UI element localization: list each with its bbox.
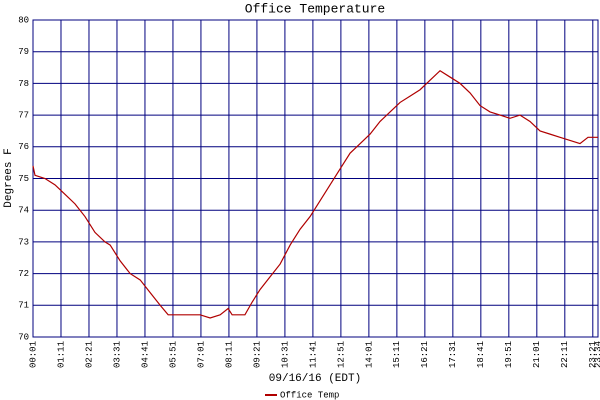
x-tick-label: 22:11 [560, 341, 570, 368]
data-line [32, 69, 598, 319]
x-tick-label: 18:41 [476, 341, 486, 368]
x-axis-label: 09/16/16 (EDT) [269, 373, 361, 385]
y-tick-label: 74 [18, 206, 29, 216]
x-tick-label: 05:51 [168, 341, 178, 368]
x-tick-label: 04:41 [140, 341, 150, 368]
legend-label: Office Temp [280, 390, 339, 400]
y-tick-label: 76 [18, 142, 29, 152]
chart-title: Office Temperature [245, 1, 385, 16]
y-tick-label: 73 [18, 237, 29, 247]
x-tick-label: 21:01 [532, 341, 542, 368]
x-tick-label: 03:31 [112, 341, 122, 368]
x-tick-label: 09:21 [252, 341, 262, 368]
y-axis-label: Degrees F [3, 148, 15, 207]
y-tick-label: 71 [18, 301, 29, 311]
y-tick-label: 78 [18, 79, 29, 89]
x-tick-label: 10:31 [280, 341, 290, 368]
y-tick-label: 77 [18, 110, 29, 120]
x-tick-label: 23:21 [588, 341, 598, 368]
x-tick-label: 15:11 [392, 341, 402, 368]
x-tick-label: 01:11 [56, 341, 66, 368]
x-tick-label: 12:51 [336, 341, 346, 368]
y-tick-label: 70 [18, 332, 29, 342]
x-tick-label: 00:01 [28, 341, 38, 368]
y-tick-label: 80 [18, 15, 29, 25]
x-tick-label: 14:01 [364, 341, 374, 368]
x-tick-label: 08:11 [224, 341, 234, 368]
x-tick-label: 17:31 [448, 341, 458, 368]
x-tick-label: 19:51 [504, 341, 514, 368]
y-tick-label: 79 [18, 47, 29, 57]
x-tick-label: 07:01 [196, 341, 206, 368]
x-tick-label: 23:34 [593, 341, 600, 368]
y-tick-label: 75 [18, 174, 29, 184]
x-tick-label: 16:21 [420, 341, 430, 368]
x-tick-label: 11:41 [308, 341, 318, 368]
y-tick-label: 72 [18, 269, 29, 279]
x-tick-label: 02:21 [84, 341, 94, 368]
